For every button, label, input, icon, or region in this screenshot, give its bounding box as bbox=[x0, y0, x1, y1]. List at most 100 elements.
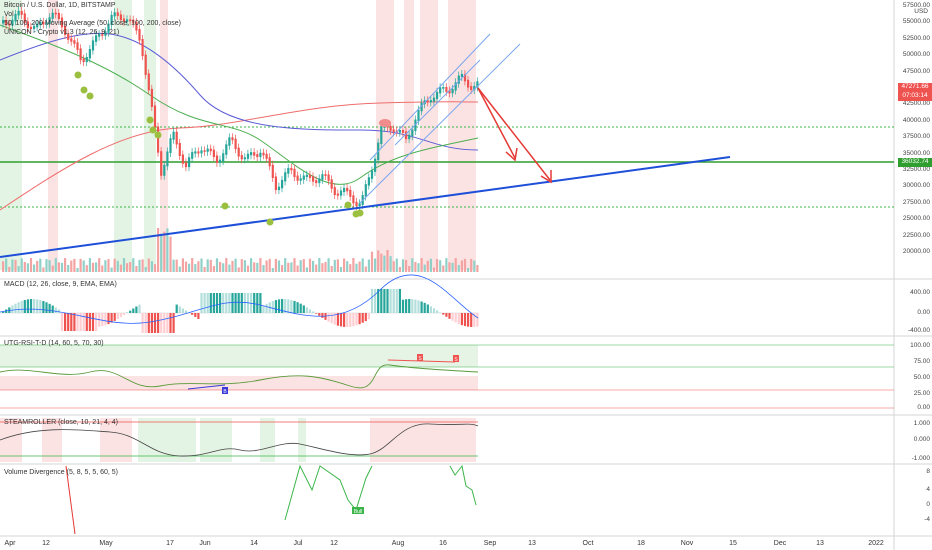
rsi-label[interactable]: UTG-RSI-T-D (14, 60, 5, 70, 30) bbox=[4, 340, 104, 347]
volume-bar bbox=[132, 258, 135, 272]
candle bbox=[463, 74, 467, 82]
price-tick-label: 37500.00 bbox=[902, 133, 930, 141]
volume-bar bbox=[64, 258, 67, 272]
candle bbox=[343, 187, 346, 193]
candle bbox=[2, 20, 5, 24]
buy-signal-dot bbox=[80, 86, 88, 94]
volume-bar bbox=[293, 258, 296, 272]
volume-bar bbox=[339, 267, 343, 272]
candle bbox=[265, 153, 268, 159]
candle bbox=[172, 131, 175, 140]
volume-bar bbox=[141, 259, 144, 272]
candle bbox=[113, 12, 116, 17]
price-tick-label: 50000.00 bbox=[902, 51, 930, 59]
buy-signal-dot bbox=[266, 218, 274, 226]
candle bbox=[411, 129, 414, 137]
macd-histogram-bar bbox=[436, 310, 439, 313]
candle bbox=[222, 153, 225, 162]
volume-divergence-label[interactable]: Volume Divergence (5, 8, 5, 5, 60, 5) bbox=[4, 469, 119, 476]
candle bbox=[141, 38, 144, 57]
volume-bar bbox=[39, 258, 42, 272]
candle bbox=[454, 82, 457, 91]
candle bbox=[203, 150, 206, 152]
macd-histogram-bar bbox=[277, 299, 281, 313]
candle bbox=[54, 12, 57, 15]
volume-bar bbox=[85, 265, 88, 272]
volume-bar bbox=[460, 260, 463, 272]
indicator-tick-label: 100.00 bbox=[910, 342, 930, 349]
macd-histogram-bar bbox=[457, 313, 460, 324]
buy-signal-dot bbox=[154, 131, 162, 139]
macd-histogram-bar bbox=[82, 313, 85, 331]
candle bbox=[293, 168, 296, 178]
volume-bar bbox=[70, 260, 73, 272]
candle bbox=[144, 54, 147, 75]
macd-histogram-bar bbox=[135, 306, 138, 313]
candle bbox=[119, 14, 122, 21]
volume-bar bbox=[231, 260, 234, 272]
moving-average-label[interactable]: 50, 100, 200 Moving Average (50, close, … bbox=[4, 20, 181, 27]
volume-divergence-line bbox=[65, 465, 76, 535]
volume-bar bbox=[439, 260, 442, 272]
unicon-indicator-label[interactable]: UNICON - Crypto v1.3 (12, 26, 9, 21) bbox=[4, 29, 120, 36]
macd-histogram-bar bbox=[336, 313, 339, 326]
volume-bar bbox=[225, 258, 228, 272]
macd-histogram-bar bbox=[374, 289, 377, 313]
volume-bar bbox=[395, 258, 398, 272]
candle bbox=[219, 159, 222, 163]
candle bbox=[370, 170, 374, 179]
macd-histogram-bar bbox=[222, 293, 225, 313]
volume-bar bbox=[274, 258, 277, 272]
candle bbox=[374, 158, 377, 172]
candle bbox=[284, 172, 287, 182]
volume-bar bbox=[107, 259, 110, 272]
candle bbox=[98, 34, 101, 37]
candle bbox=[417, 109, 420, 122]
rsi-signal-marker bbox=[222, 387, 228, 394]
macd-histogram-bar bbox=[318, 313, 321, 316]
candle bbox=[110, 14, 113, 26]
candle bbox=[262, 152, 265, 156]
candle bbox=[460, 74, 463, 78]
candle bbox=[29, 26, 33, 30]
macd-histogram-bar bbox=[383, 289, 386, 313]
macd-histogram-bar bbox=[349, 313, 352, 327]
rsi-signal-text: S bbox=[418, 356, 422, 362]
macd-histogram-bar bbox=[17, 302, 20, 313]
macd-histogram-bar bbox=[451, 313, 454, 321]
macd-histogram-bar bbox=[439, 312, 442, 313]
volume-bar bbox=[5, 258, 8, 272]
steamroller-label[interactable]: STEAMROLLER (close, 10, 21, 4, 4) bbox=[4, 419, 118, 426]
signal-zone bbox=[144, 0, 156, 270]
time-tick-label: Jul bbox=[293, 540, 303, 547]
volume-bar bbox=[215, 258, 219, 272]
price-tick-label: 20000.00 bbox=[902, 248, 930, 255]
ma-200-line bbox=[0, 101, 479, 211]
candle bbox=[178, 142, 181, 157]
macd-histogram-bar bbox=[296, 302, 299, 313]
volume-bar bbox=[250, 258, 253, 272]
symbol-title[interactable]: Bitcoin / U.S. Dollar, 1D, BITSTAMP bbox=[4, 2, 116, 9]
volume-bar bbox=[287, 262, 290, 272]
volume-bar bbox=[367, 259, 370, 272]
candle bbox=[42, 21, 45, 25]
volume-bar bbox=[147, 258, 150, 272]
volume-label[interactable]: Vol bbox=[4, 11, 14, 18]
volume-bar bbox=[398, 267, 401, 272]
buy-signal-dot bbox=[86, 92, 94, 100]
candle bbox=[126, 19, 129, 22]
macd-label[interactable]: MACD (12, 26, close, 9, EMA, EMA) bbox=[4, 281, 117, 288]
candle bbox=[336, 193, 339, 196]
macd-histogram-bar bbox=[70, 313, 73, 331]
candle bbox=[225, 144, 228, 155]
candle bbox=[405, 131, 408, 140]
candle bbox=[166, 151, 169, 167]
macd-histogram-bar bbox=[281, 299, 284, 313]
macd-histogram-bar bbox=[392, 289, 395, 313]
macd-histogram-bar bbox=[181, 308, 184, 313]
volume-bar bbox=[209, 259, 212, 272]
volume-bar bbox=[122, 258, 126, 272]
indicator-tick-label: 0.000 bbox=[913, 436, 930, 443]
macd-histogram-bar bbox=[377, 289, 380, 313]
